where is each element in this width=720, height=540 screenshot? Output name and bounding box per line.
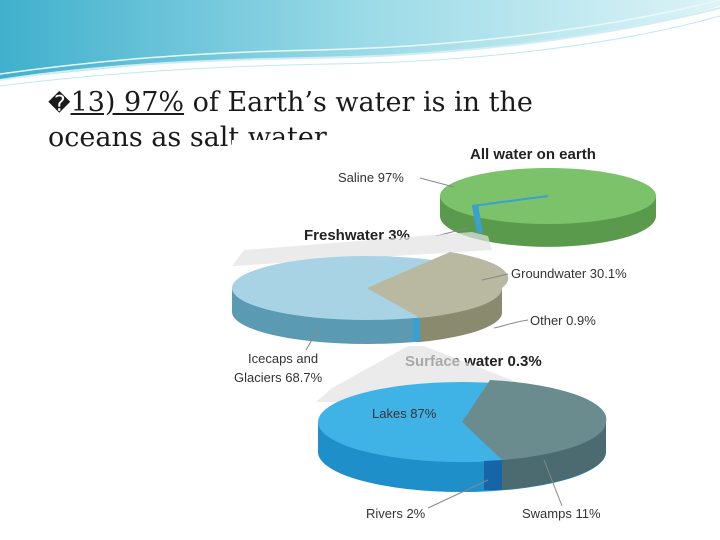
- bullet-glyph: �: [48, 92, 71, 117]
- freshwater-pie: [232, 252, 509, 344]
- surface-water-slice: [413, 318, 420, 342]
- diagram-title: All water on earth: [470, 146, 596, 163]
- all-water-pie: [440, 168, 656, 247]
- surface-water-pie: [318, 380, 607, 492]
- lakes-label: Lakes 87%: [372, 406, 437, 421]
- point-underlined-text: 13) 97%: [70, 87, 185, 118]
- point-text: of Earth’s water is in the oceans as sal…: [48, 87, 533, 153]
- swamps-label: Swamps 11%: [522, 506, 601, 521]
- groundwater-slice: [367, 252, 509, 318]
- rivers-label: Rivers 2%: [366, 506, 426, 521]
- freshwater-slice: [472, 204, 483, 233]
- saline-label: Saline 97%: [338, 170, 404, 185]
- icecaps-label-line1: Icecaps and: [248, 351, 318, 366]
- other-label: Other 0.9%: [530, 313, 596, 328]
- rivers-slice: [484, 460, 502, 490]
- slide-bullet-point: �13) 97% of Earth’s water is in the ocea…: [48, 86, 608, 154]
- water-distribution-diagram: All water on earth Saline 97% Freshwater…: [232, 140, 668, 530]
- groundwater-label: Groundwater 30.1%: [511, 266, 627, 281]
- header-wave-decoration: [0, 0, 720, 87]
- icecaps-label-line2: Glaciers 68.7%: [234, 370, 323, 385]
- swamps-slice: [462, 380, 607, 460]
